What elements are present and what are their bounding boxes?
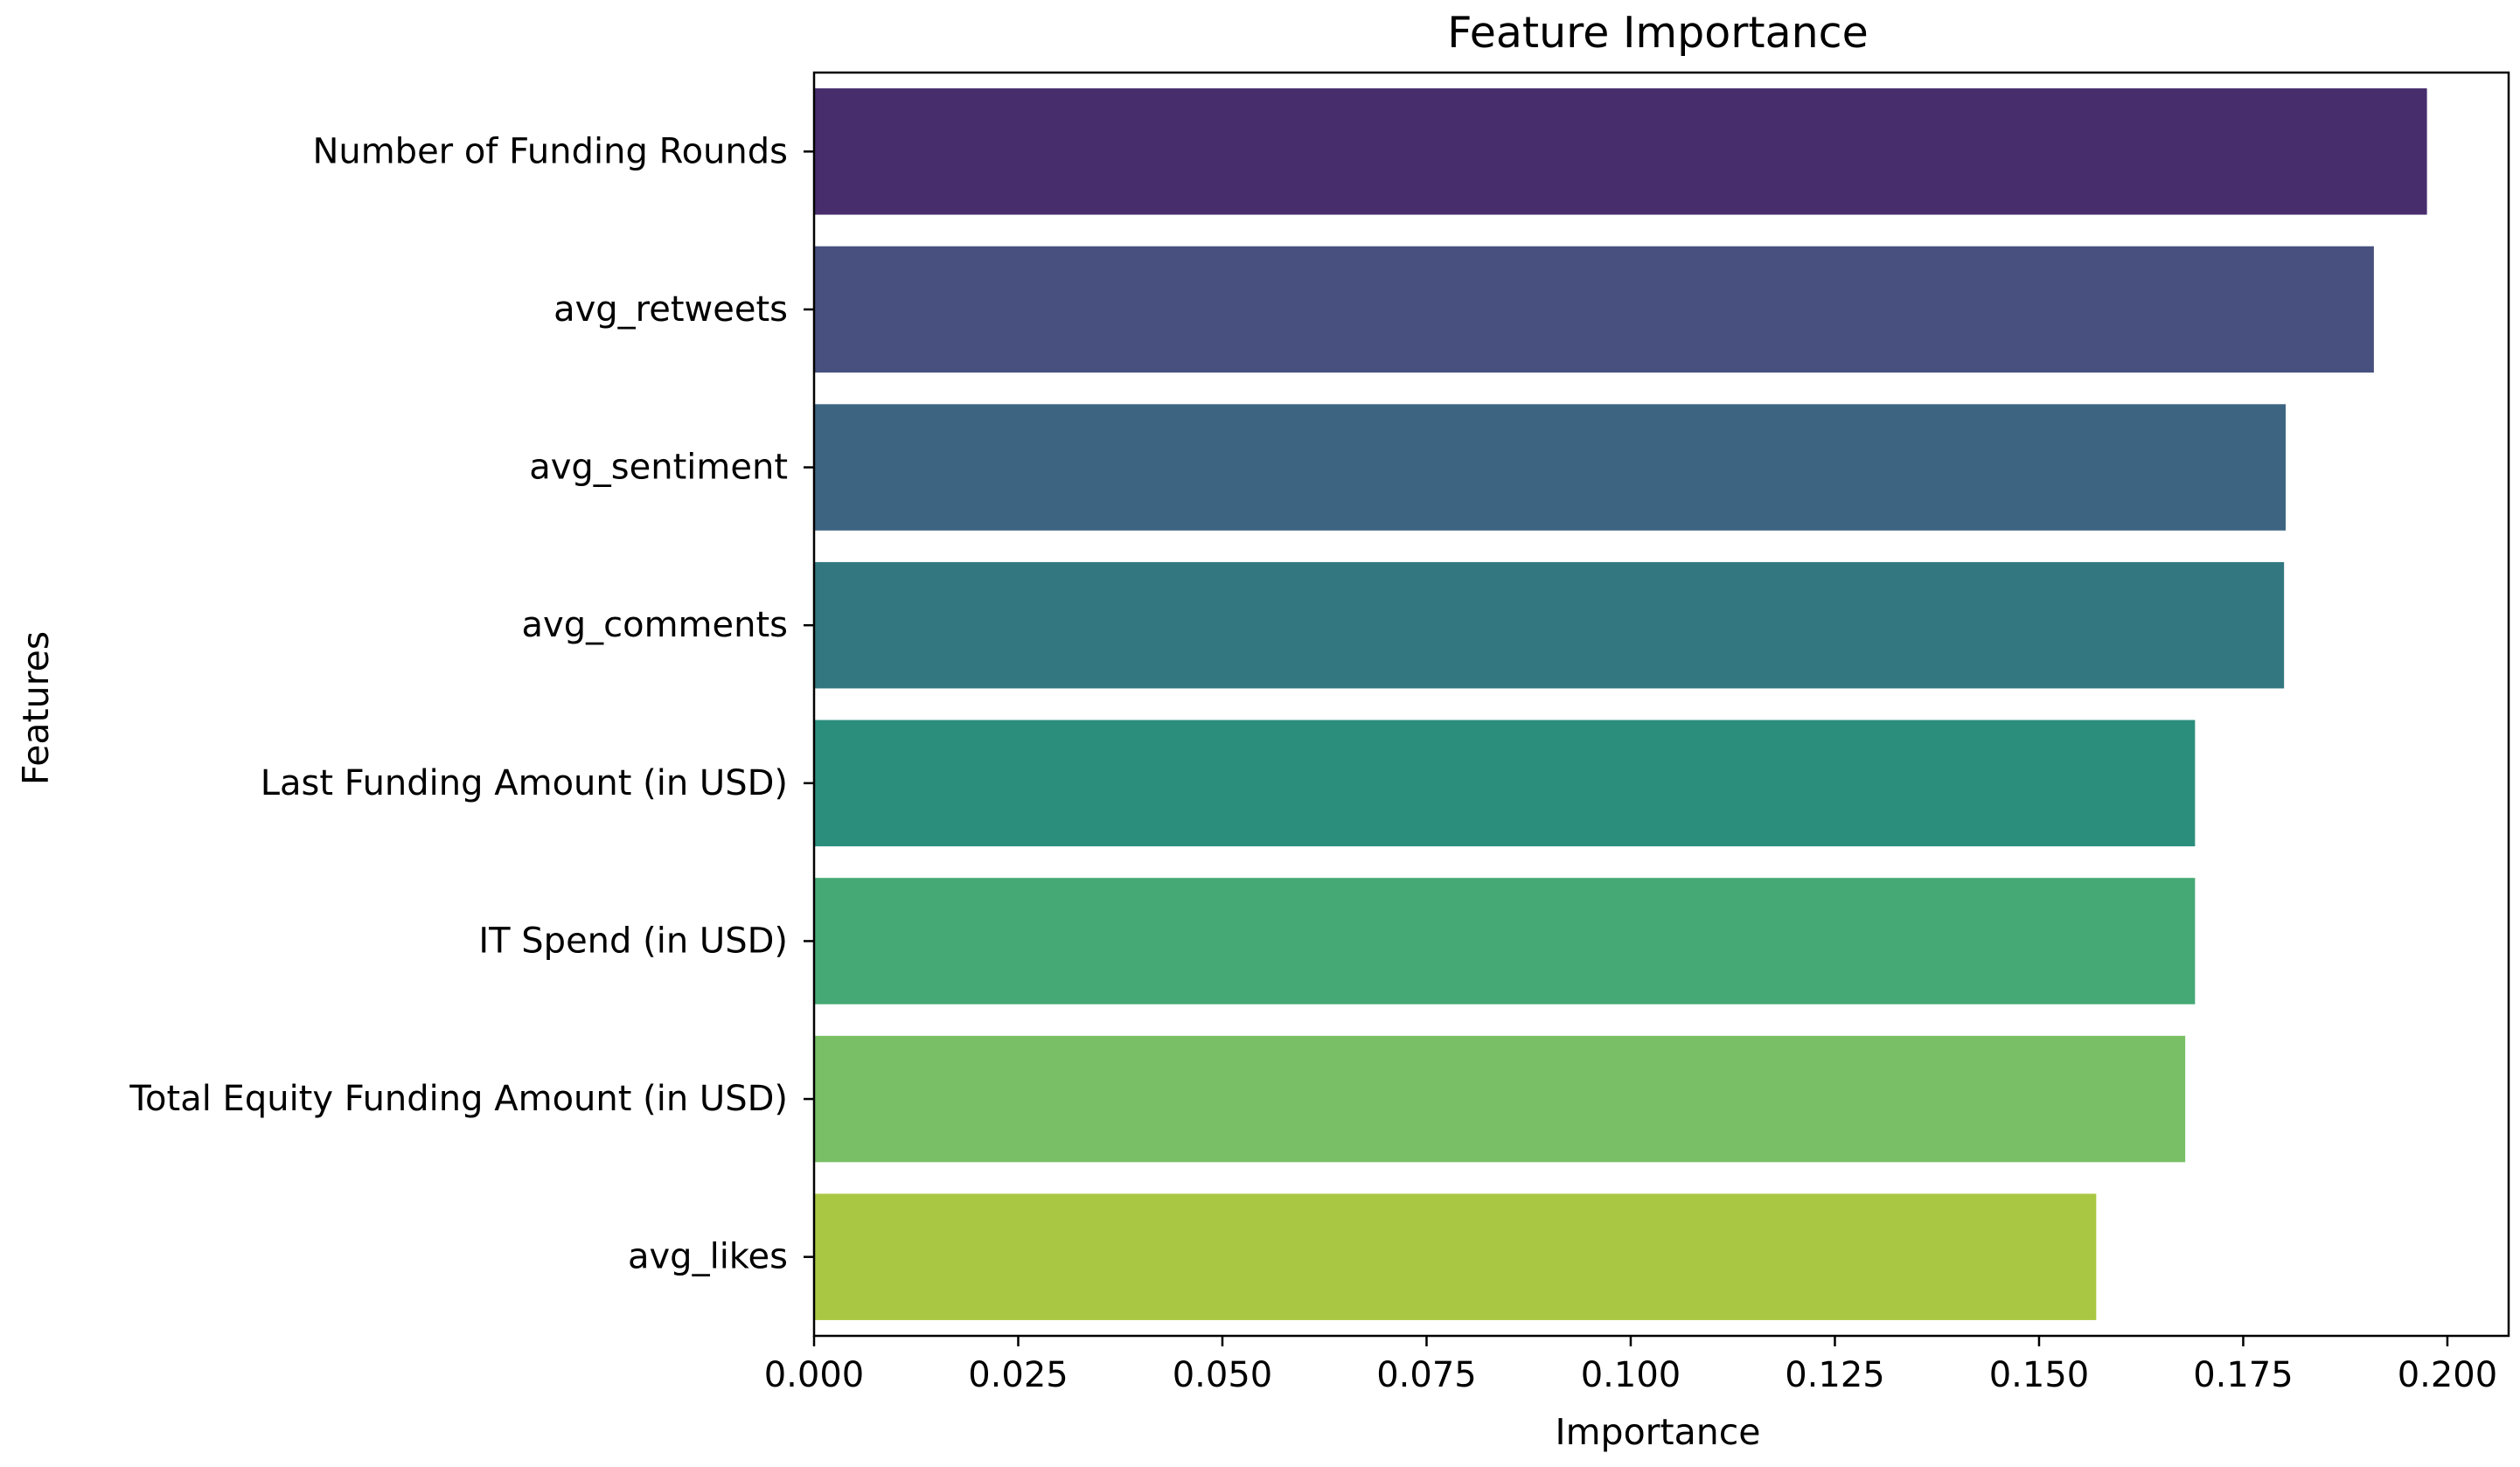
y-axis-title: Features <box>15 631 57 785</box>
bar-6 <box>814 878 2196 1005</box>
y-tick-label: avg_comments <box>522 605 788 645</box>
bar-1 <box>814 88 2427 215</box>
bar-2 <box>814 246 2374 373</box>
x-tick-label: 0.175 <box>2193 1355 2294 1395</box>
y-tick-label: avg_likes <box>628 1237 788 1277</box>
y-tick-label: IT Spend (in USD) <box>478 921 788 961</box>
y-tick-label: avg_sentiment <box>529 448 788 488</box>
y-tick-label: avg_retweets <box>553 289 788 330</box>
y-tick-label: Total Equity Funding Amount (in USD) <box>129 1079 788 1119</box>
x-tick-label: 0.025 <box>968 1355 1069 1395</box>
plot-frame <box>812 71 2510 1338</box>
x-tick-label: 0.100 <box>1581 1355 1681 1395</box>
y-tick-label: Number of Funding Rounds <box>312 131 788 171</box>
x-tick-label: 0.200 <box>2398 1355 2498 1395</box>
bar-4 <box>814 561 2285 689</box>
bar-5 <box>814 720 2196 847</box>
y-axis-ticks: Number of Funding Rounds avg_retweets avg_… <box>129 131 814 1277</box>
x-tick-label: 0.125 <box>1785 1355 1885 1395</box>
y-tick-label: Last Funding Amount (in USD) <box>261 763 788 803</box>
bar-3 <box>814 404 2287 531</box>
x-axis-ticks: 0.000 0.025 0.050 0.075 0.100 0.125 0.150 0.175… <box>764 1336 2497 1395</box>
chart-title: Feature Importance <box>1447 8 1869 58</box>
x-tick-label: 0.150 <box>1989 1355 2090 1395</box>
x-axis-title: Importance <box>1556 1411 1761 1453</box>
x-tick-label: 0.075 <box>1376 1355 1477 1395</box>
bar-8 <box>814 1193 2097 1320</box>
x-tick-label: 0.000 <box>764 1355 865 1395</box>
bar-7 <box>814 1035 2186 1163</box>
bars-layer <box>814 88 2427 1320</box>
x-tick-label: 0.050 <box>1173 1355 1273 1395</box>
